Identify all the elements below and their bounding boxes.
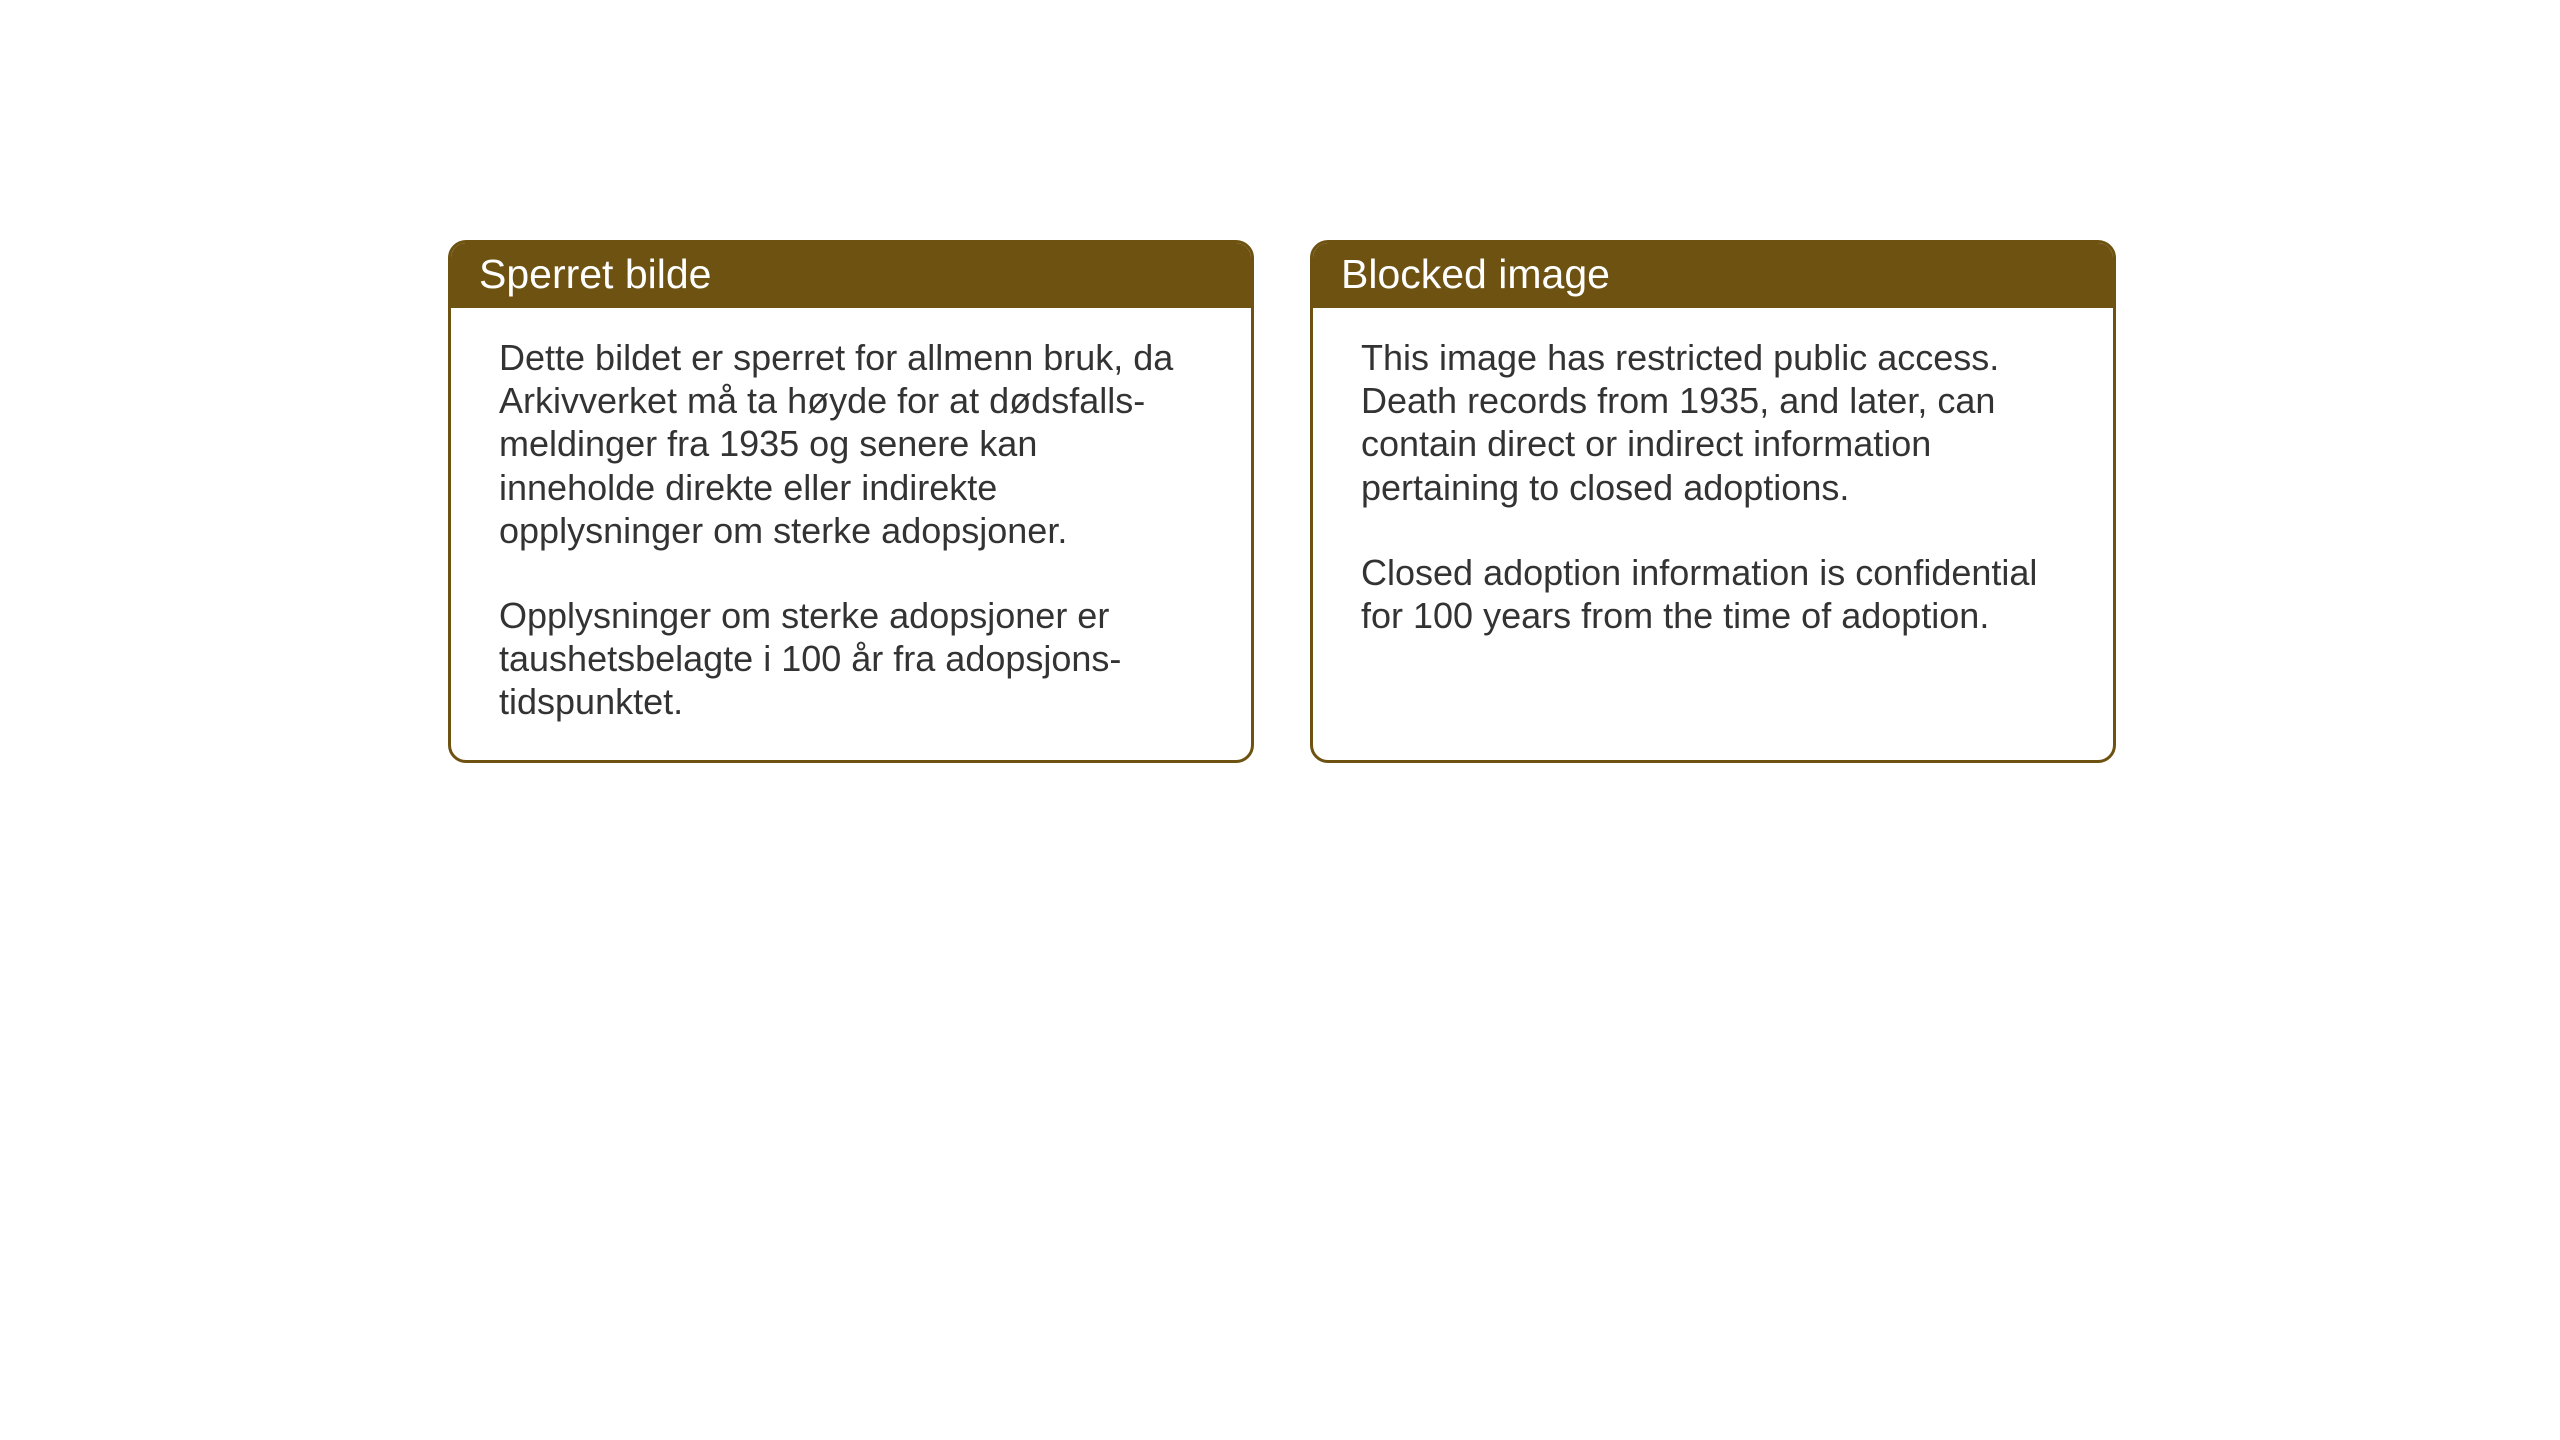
notice-paragraph: Dette bildet er sperret for allmenn bruk… <box>499 336 1203 552</box>
notice-paragraph: This image has restricted public access.… <box>1361 336 2065 509</box>
notice-header-english: Blocked image <box>1313 243 2113 308</box>
notice-box-norwegian: Sperret bilde Dette bildet er sperret fo… <box>448 240 1254 763</box>
notice-header-norwegian: Sperret bilde <box>451 243 1251 308</box>
notice-paragraph: Closed adoption information is confident… <box>1361 551 2065 637</box>
notice-paragraph: Opplysninger om sterke adopsjoner er tau… <box>499 594 1203 724</box>
notice-container: Sperret bilde Dette bildet er sperret fo… <box>448 240 2116 763</box>
notice-body-norwegian: Dette bildet er sperret for allmenn bruk… <box>451 308 1251 760</box>
notice-box-english: Blocked image This image has restricted … <box>1310 240 2116 763</box>
notice-body-english: This image has restricted public access.… <box>1313 308 2113 673</box>
